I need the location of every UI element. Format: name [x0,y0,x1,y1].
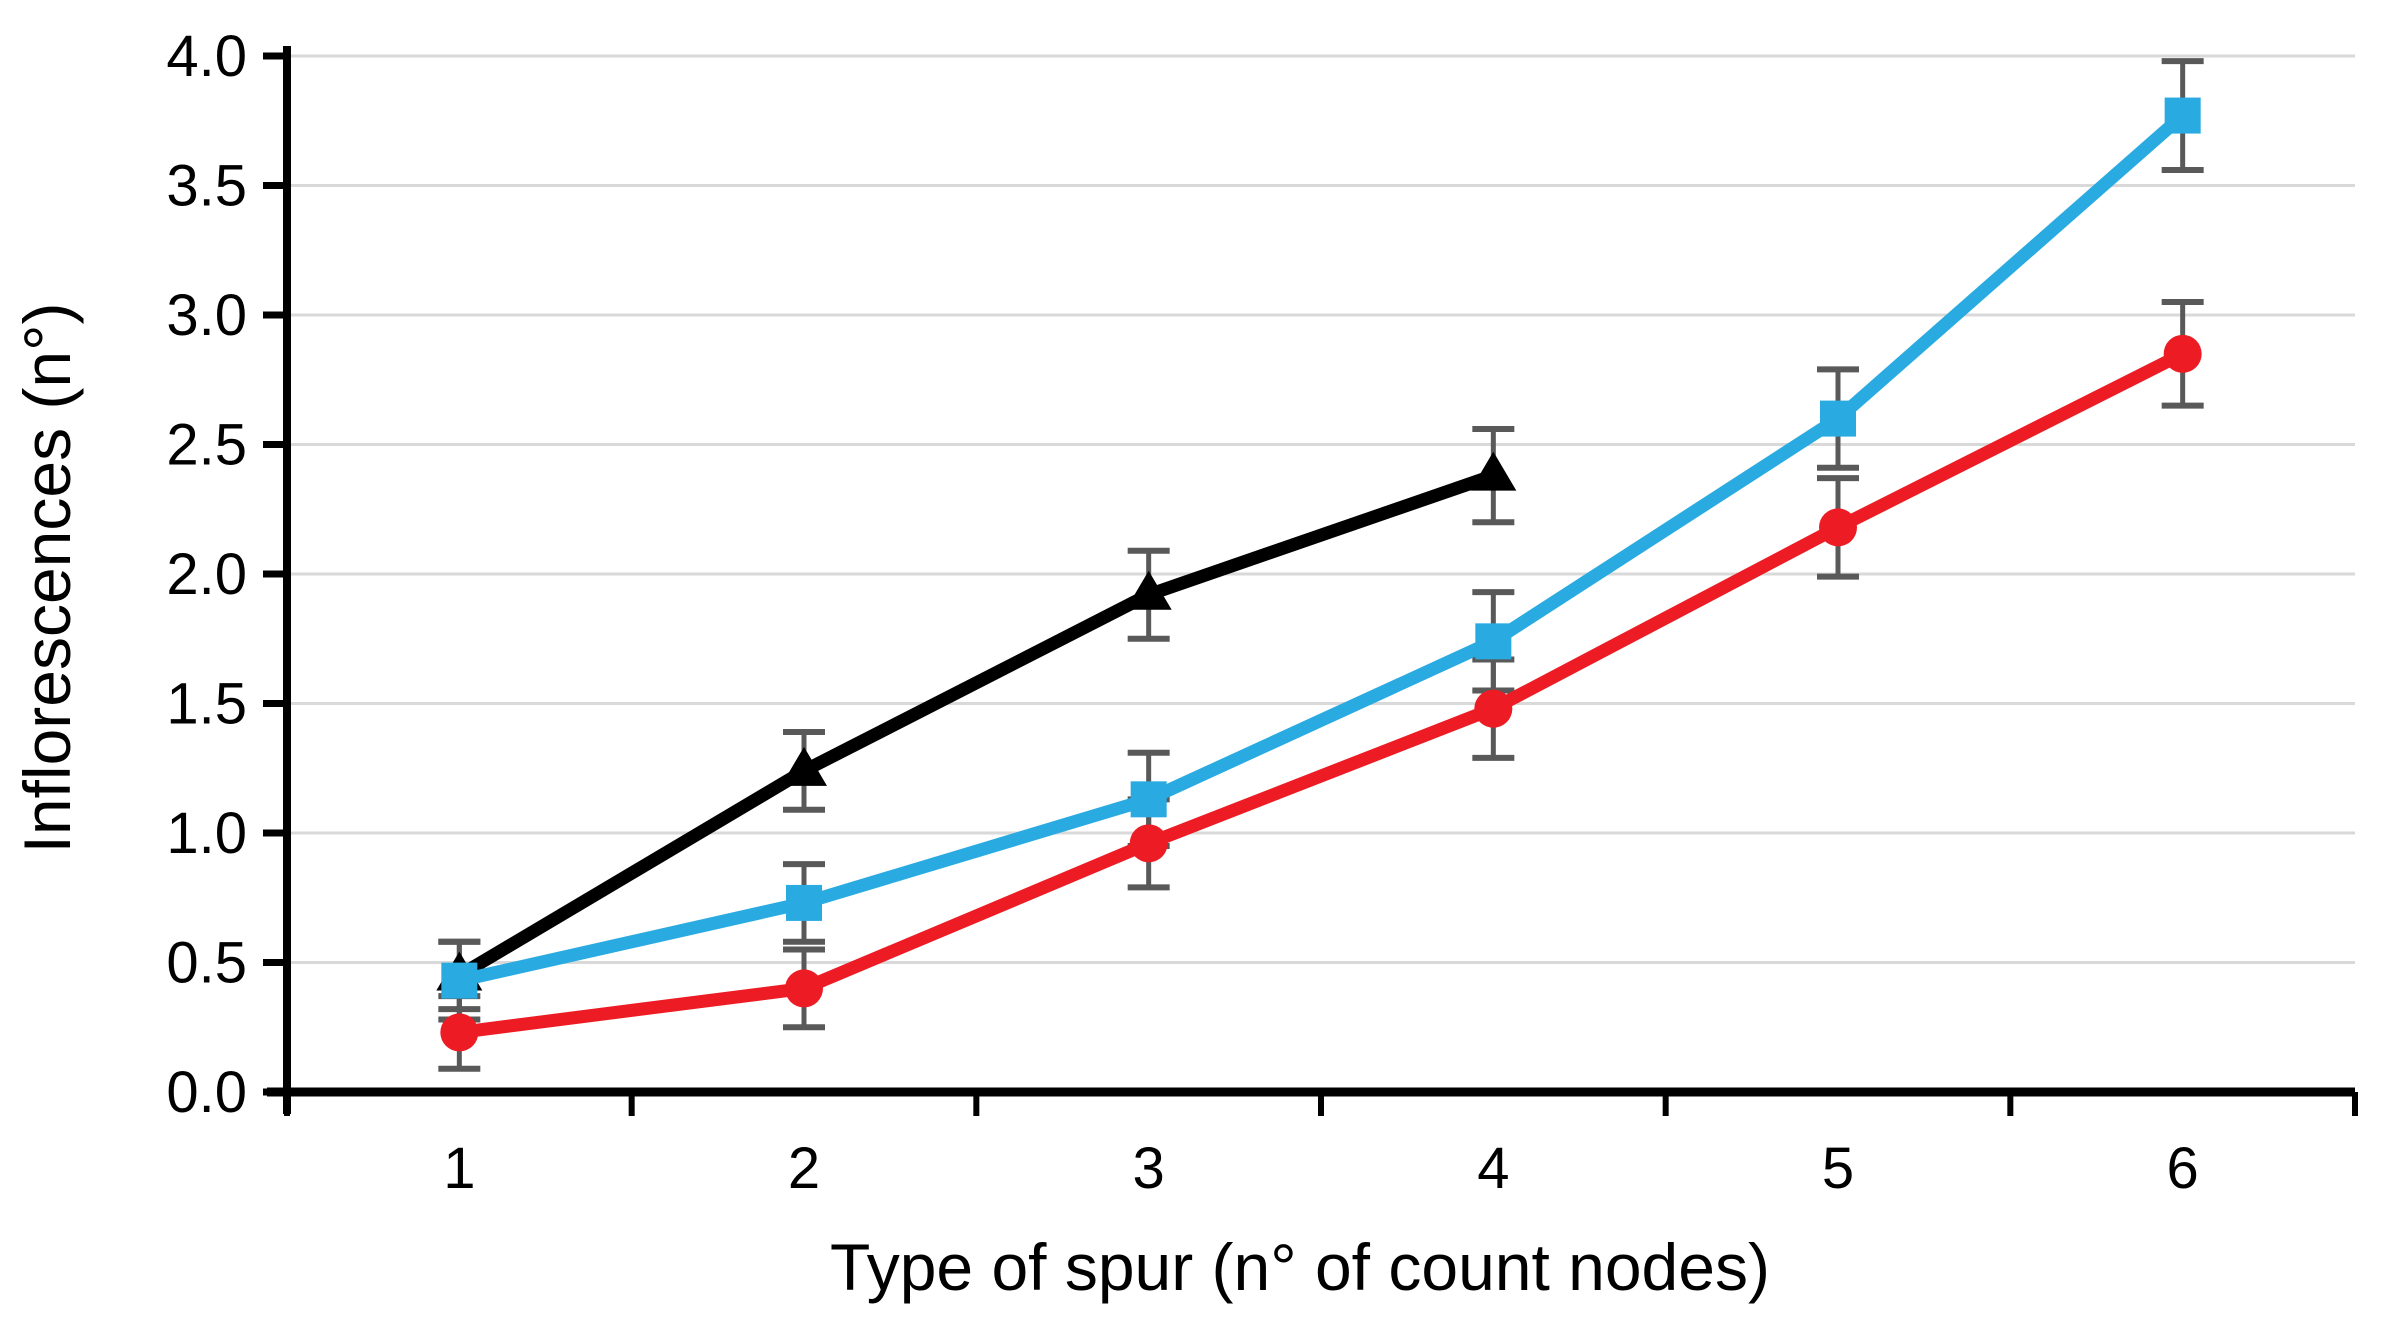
y-tick-label: 0.5 [166,931,247,996]
data-point-circle [2163,334,2202,373]
y-tick-label: 4.0 [166,24,247,89]
data-point-square [1475,623,1512,660]
x-tick-label: 6 [2167,1136,2199,1201]
data-point-circle [440,1013,479,1052]
x-axis-title: Type of spur (n° of count nodes) [830,1230,1770,1304]
gridlines-layer [287,54,2355,964]
data-series-layer [436,97,2202,1052]
y-tick-label: 2.0 [166,542,247,607]
blue-square-series-line [452,109,2190,988]
x-tick-label: 4 [1477,1136,1509,1201]
error-bars-layer [438,58,2204,1072]
data-point-square [786,884,822,921]
x-tick-label: 1 [443,1136,475,1201]
data-point-square [1820,400,1856,437]
data-point-circle [1129,824,1168,863]
data-point-triangle [1125,570,1172,610]
x-tick-label: 2 [788,1136,820,1201]
data-point-circle [785,969,823,1008]
y-axis-title: Inflorescences (n°) [10,303,84,854]
tick-labels-layer: 0.0 0.5 1.0 1.5 2.0 2.5 3.0 3.5 4.0 1 2 3 4 5 6 [166,24,2198,1201]
data-point-square [2164,97,2201,134]
y-tick-label: 3.0 [166,283,247,348]
data-point-triangle [1470,451,1517,491]
data-point-triangle [781,746,827,786]
y-tick-label: 2.5 [166,413,247,478]
data-point-square [441,962,478,999]
data-point-circle [1819,508,1857,547]
data-point-circle [1474,689,1513,728]
red-circle-series-line [452,347,2190,1039]
y-tick-label: 1.5 [166,672,247,737]
axes-layer [263,46,2358,1116]
data-point-square [1130,781,1167,818]
y-tick-label: 0.0 [166,1060,247,1125]
y-tick-label: 3.5 [166,154,247,219]
x-tick-label: 3 [1133,1136,1165,1201]
y-tick-label: 1.0 [166,801,247,866]
x-tick-label: 5 [1822,1136,1854,1201]
black-triangle-series-line [452,469,1500,982]
